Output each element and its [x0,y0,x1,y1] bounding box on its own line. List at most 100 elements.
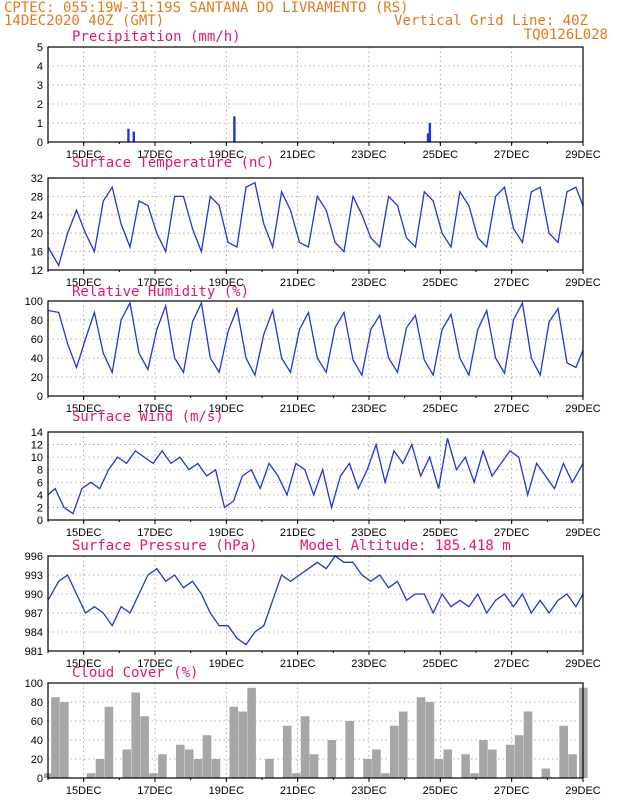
humidity-frame [47,300,584,397]
cloud-ytick-label: 40 [31,735,43,747]
wind-xtick-label: 27DEC [494,527,530,539]
humidity-ytick-label: 40 [31,353,43,365]
cloud-bar [398,711,408,778]
cloud-bar [327,740,337,778]
cloud-bar [211,759,221,778]
cloud-bar [461,754,470,778]
cloud-xtick-label: 29DEC [565,785,601,797]
cloud-bar [95,759,105,778]
pressure-ytick-label: 987 [25,608,43,620]
temperature-panel: 12 16 20 24 28 32 15DEC 17DEC 19DEC 21DEC 23DEC 25D… [31,155,601,289]
cloud-bar [202,735,212,778]
precipitation-xtick-label: 23DEC [351,149,387,161]
precipitation-frame [47,46,584,143]
wind-xtick-label: 17DEC [137,527,173,539]
cloud-bar [514,735,524,778]
pressure-annotation: Model Altitude: 185.418 m [300,538,511,554]
precipitation-xtick-label: 21DEC [280,149,316,161]
wind-xtick-label: 15DEC [66,527,102,539]
cloud-bar [300,716,310,778]
wind-line [47,438,584,515]
precipitation-panel: 0 1 2 3 4 5 15DEC 17DEC 19DEC 21DEC 23DEC 25DEC 27DE… [37,29,601,161]
temperature-ytick-label: 20 [31,228,43,240]
cloud-bar [559,725,568,778]
pressure-xtick-label: 29DEC [565,658,601,670]
wind-xtick-label: 29DEC [565,527,601,539]
cloud-bar [60,702,69,778]
wind-ytick-label: 0 [37,515,43,527]
precipitation-xtick-label: 29DEC [565,149,601,161]
temperature-xtick-label: 15DEC [66,277,102,289]
humidity-xtick-label: 17DEC [137,403,173,415]
cloud-bar [238,711,247,778]
cloud-xtick-label: 17DEC [137,785,173,797]
temperature-ytick-label: 12 [31,265,43,277]
cloud-xtick-label: 27DEC [494,785,530,797]
cloud-bar [184,749,194,778]
pressure-xtick-label: 25DEC [423,658,459,670]
precipitation-title: Precipitation (mm/h) [72,29,241,45]
pressure-frame [47,555,584,652]
precipitation-bar [426,133,430,142]
humidity-xtick-label: 27DEC [494,403,530,415]
pressure-ytick-label: 981 [25,646,43,658]
cloud-bar [505,744,515,778]
precipitation-xtick-label: 25DEC [423,149,459,161]
wind-ytick-label: 10 [31,452,43,464]
cloud-xtick-label: 25DEC [423,785,459,797]
humidity-xtick-label: 23DEC [351,403,387,415]
pressure-title: Surface Pressure (hPa) [72,538,257,554]
precipitation-xtick-label: 19DEC [209,149,245,161]
cloud-xtick-label: 23DEC [351,785,387,797]
cloud-bar [51,697,60,778]
pressure-xtick-label: 15DEC [66,658,102,670]
temperature-ytick-label: 24 [31,210,43,222]
cloud-bar [122,749,132,778]
temperature-xtick-label: 29DEC [565,277,601,289]
cloud-bar [389,725,399,778]
temperature-xtick-label: 27DEC [494,277,530,289]
cloud-bar [345,721,354,778]
precipitation-bar [127,128,130,142]
header-line1: CPTEC: 055:19W-31:19S SANTANA DO LIVRAME… [4,0,409,16]
pressure-panel: 981 984 987 990 993 996 15DEC 17DEC 19DEC 21DEC 23… [25,538,601,670]
cloud-bar [443,749,453,778]
header-grid-note: Vertical Grid Line: 40Z [394,13,588,29]
cloud-xtick-label: 19DEC [209,785,245,797]
cloud-bar [434,759,444,778]
precipitation-ytick-label: 2 [37,99,43,111]
cloud-bar [149,773,158,778]
cloud-xtick-label: 21DEC [280,785,316,797]
humidity-line [47,300,584,378]
cloud-bar [158,754,167,778]
cloud-ytick-label: 0 [37,773,43,785]
precipitation-bar [132,131,135,142]
humidity-title: Relative Humidity (%) [72,284,249,300]
precipitation-xtick-label: 15DEC [66,149,102,161]
humidity-xtick-label: 25DEC [423,403,459,415]
cloud-bar [104,706,114,778]
pressure-ytick-label: 996 [25,551,43,563]
wind-frame [47,431,584,521]
cloud-bar [470,773,479,778]
wind-ytick-label: 8 [37,465,43,477]
precipitation-xtick-label: 17DEC [137,149,173,161]
pressure-ytick-label: 993 [25,570,43,582]
cloud-bar [416,697,426,778]
humidity-xtick-label: 29DEC [565,403,601,415]
precipitation-ytick-label: 1 [37,118,43,130]
humidity-ytick-label: 60 [31,334,43,346]
cloud-bar [86,773,96,778]
cloud-bar [131,692,140,778]
cloud-bar [372,749,381,778]
precipitation-bar [428,123,432,142]
precipitation-ytick-label: 0 [37,137,43,149]
precipitation-ytick-label: 3 [37,80,43,92]
humidity-ytick-label: 20 [31,372,43,384]
cloud-bar [175,744,185,778]
wind-title: Surface Wind (m/s) [72,409,224,425]
humidity-panel: 0 20 40 60 80 100 15DEC 17DEC 19DEC 21DEC 23DEC 25D… [25,284,601,415]
pressure-xtick-label: 21DEC [280,658,316,670]
wind-ytick-label: 2 [37,502,43,514]
pressure-line [47,555,584,646]
